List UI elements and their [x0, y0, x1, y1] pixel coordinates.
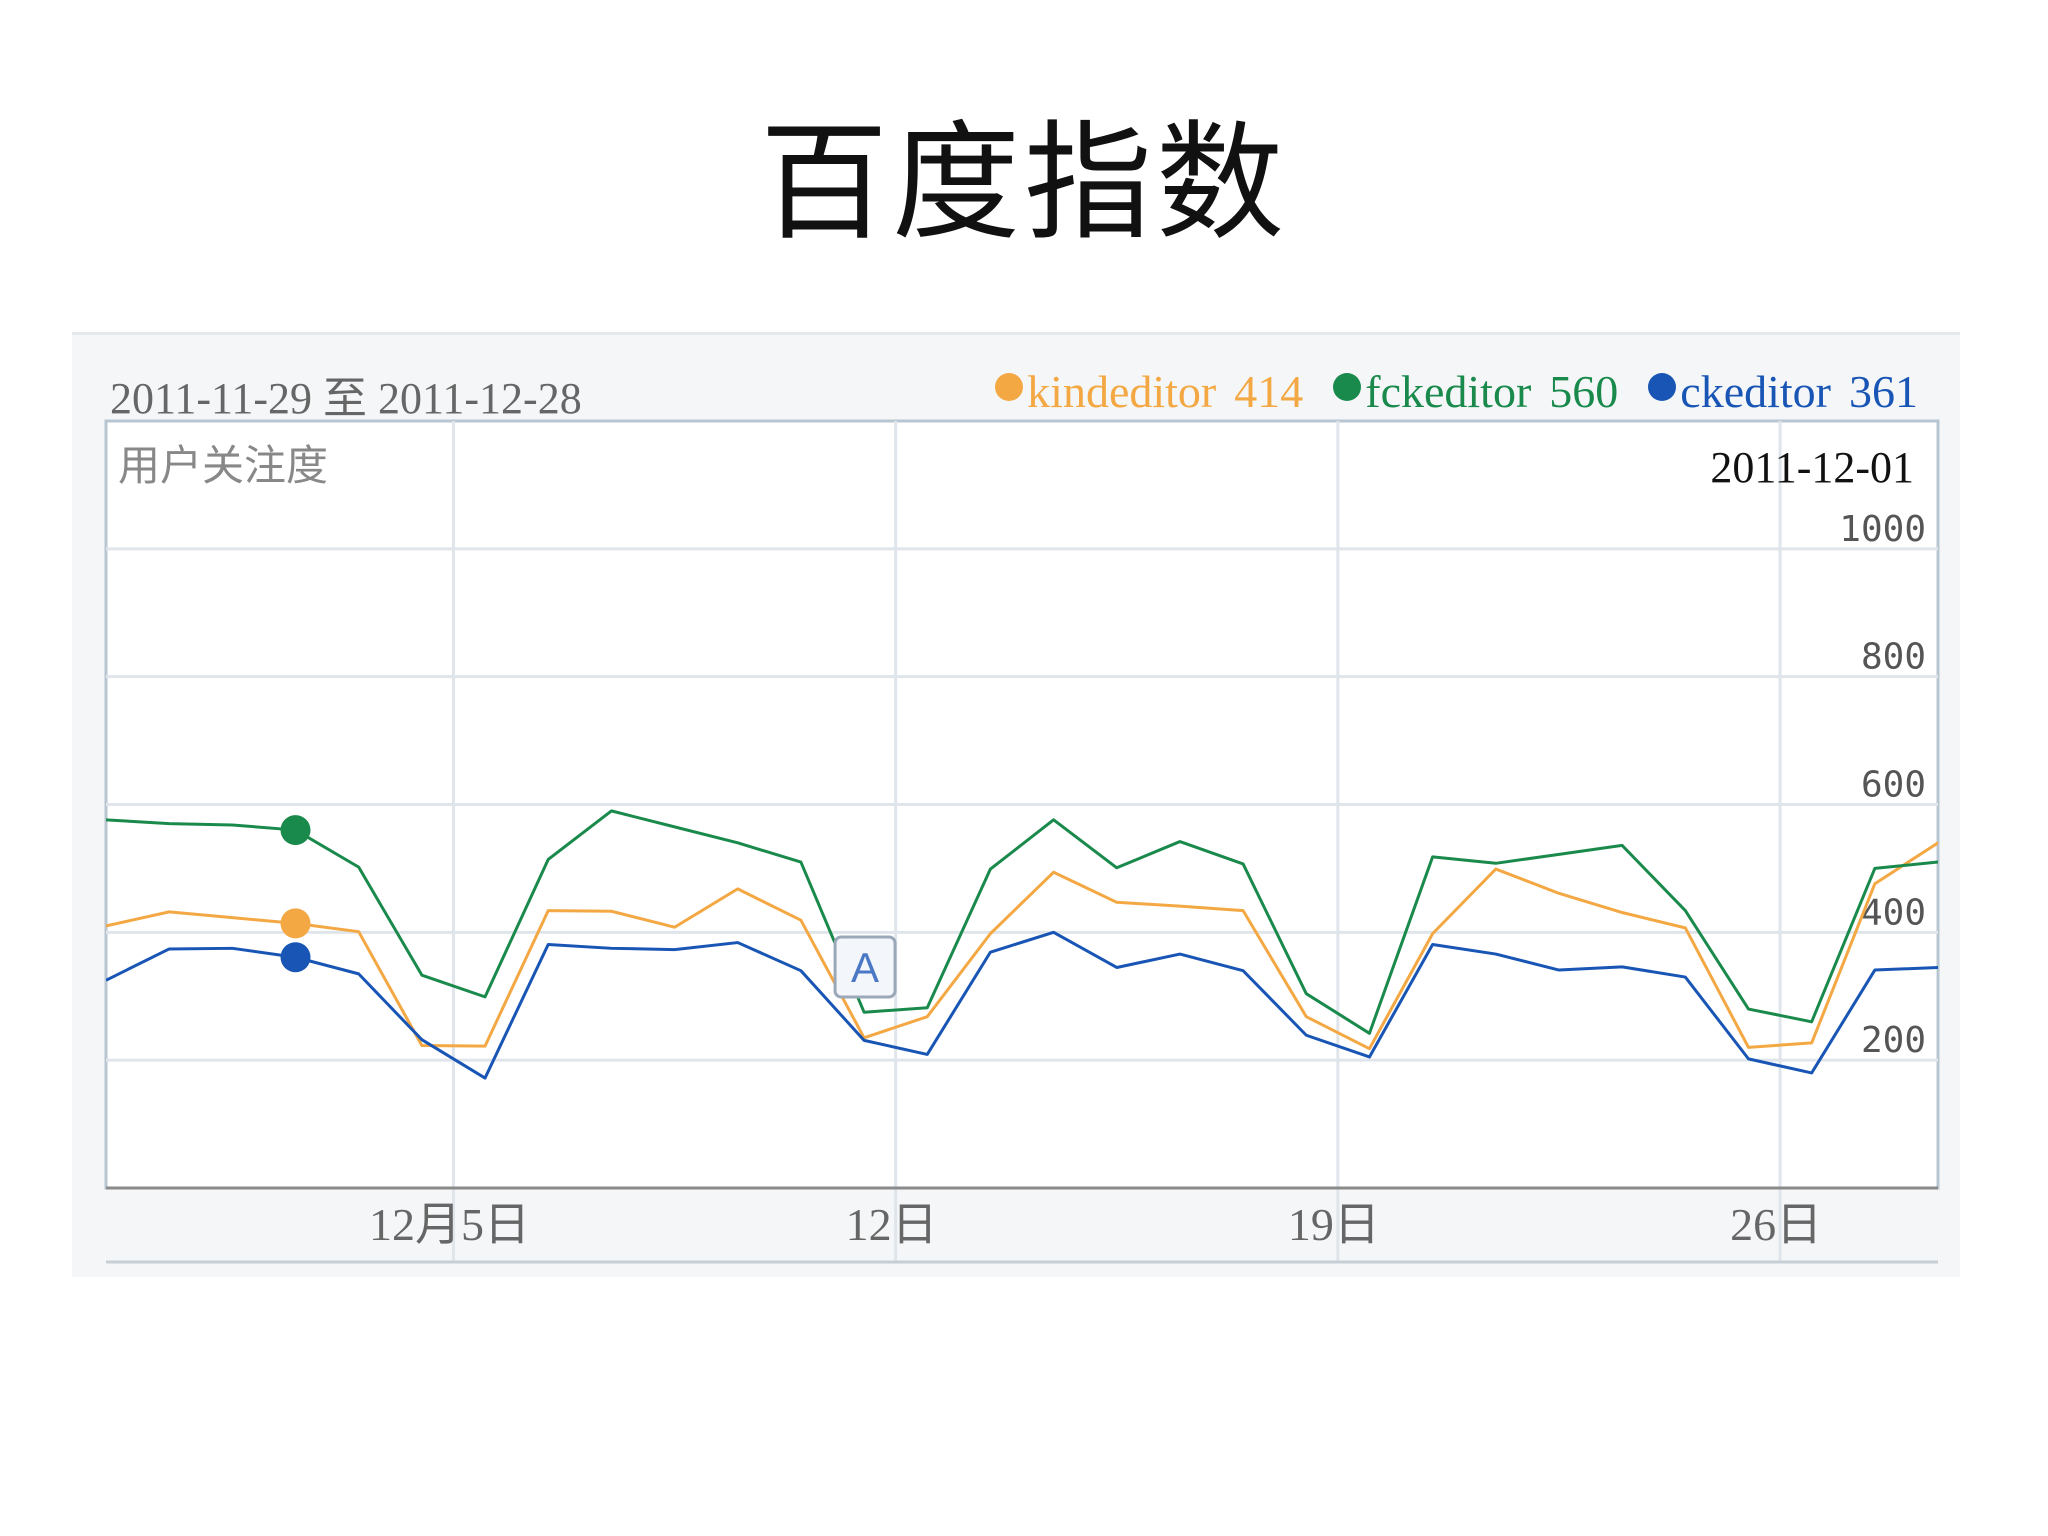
legend-value: 414	[1234, 366, 1304, 417]
y-tick-label: 800	[1861, 637, 1926, 678]
x-tick-label: 26日	[1730, 1199, 1822, 1250]
vertical-gridlines	[451, 421, 1782, 1262]
horizontal-gridlines	[106, 547, 1938, 1062]
y-tick-label: 600	[1861, 765, 1926, 806]
legend-dot-icon	[1333, 372, 1362, 401]
series-lines	[106, 809, 1938, 1080]
cursor-date-label: 2011-12-01	[1710, 443, 1914, 492]
series-line-kindeditor	[106, 841, 1938, 1051]
event-marker-box[interactable]	[833, 935, 897, 999]
legend-item-fckeditor[interactable]: fckeditor 560	[1333, 365, 1618, 418]
legend: kindeditor 414 fckeditor 560 ckeditor 36…	[995, 365, 1918, 418]
event-marker[interactable]: A	[833, 935, 897, 999]
legend-dot-icon	[995, 372, 1024, 401]
legend-item-kindeditor[interactable]: kindeditor 414	[995, 365, 1303, 418]
x-tick-label: 12月5日	[369, 1199, 530, 1250]
y-tick-label: 1000	[1839, 509, 1926, 550]
cursor-point-kindeditor	[280, 908, 311, 939]
y-tick-label: 400	[1861, 892, 1926, 933]
slide-title: 百度指数	[759, 109, 1288, 258]
legend-value: 361	[1849, 366, 1918, 417]
cursor-point-ckeditor	[280, 942, 311, 973]
x-axis-ticks: 12月5日 12日 19日 26日	[369, 1199, 1822, 1250]
series-line-fckeditor	[106, 809, 1938, 1035]
x-tick-label: 19日	[1288, 1199, 1380, 1250]
metric-label: 用户关注度	[118, 441, 328, 490]
legend-name: fckeditor	[1365, 366, 1532, 417]
cursor-point-fckeditor	[280, 815, 311, 846]
y-axis-ticks: 200 400 600 800 1000	[1839, 509, 1926, 1061]
cursor-points	[280, 815, 311, 973]
legend-name: kindeditor	[1027, 366, 1217, 417]
legend-value: 560	[1549, 366, 1619, 417]
legend-dot-icon	[1648, 372, 1677, 401]
y-tick-label: 200	[1861, 1020, 1926, 1061]
date-range: 2011-11-29 至 2011-12-28	[110, 374, 582, 423]
event-marker-label: A	[851, 944, 879, 991]
series-line-ckeditor	[106, 930, 1938, 1080]
legend-name: ckeditor	[1680, 366, 1831, 417]
x-tick-label: 12日	[846, 1199, 938, 1250]
legend-item-ckeditor[interactable]: ckeditor 361	[1648, 365, 1918, 418]
